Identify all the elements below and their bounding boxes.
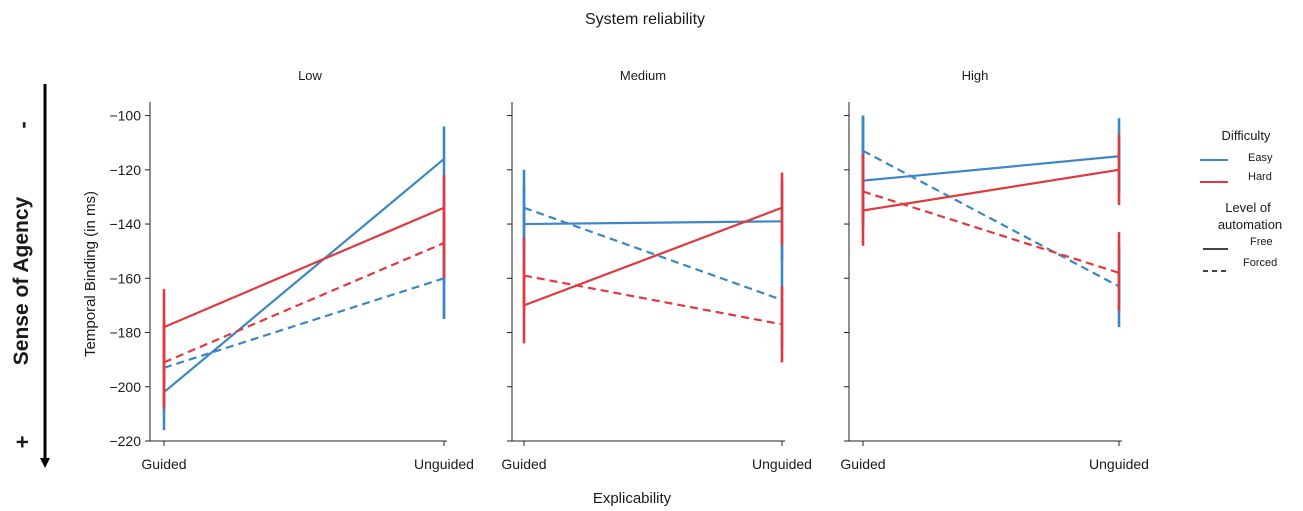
y-tick-label: −200 — [109, 379, 141, 395]
y-tick-label: −120 — [109, 162, 141, 178]
series-line — [523, 274, 783, 326]
legend-free-label: Free — [1250, 236, 1273, 248]
figure-xlabel: Explicability — [593, 490, 672, 507]
legend-forced-label: Forced — [1243, 257, 1277, 269]
x-tick-label: Guided — [840, 456, 885, 472]
panel-title: Low — [298, 68, 322, 83]
panel-high: High Guided Unguided — [840, 68, 1149, 472]
series-line — [163, 242, 445, 364]
x-tick-label: Unguided — [1089, 456, 1149, 472]
y-tick-label: −140 — [109, 216, 141, 232]
y-tick-label: −160 — [109, 270, 141, 286]
legend-difficulty-title: Difficulty — [1222, 128, 1271, 143]
figure-ylabel: Temporal Binding (in ms) — [82, 191, 99, 357]
agency-minus-sign: - — [10, 121, 35, 128]
x-tick-label: Guided — [141, 456, 186, 472]
legend-automation-title-line2: automation — [1218, 217, 1282, 232]
y-tick-label: −100 — [109, 108, 141, 124]
legend-easy-label: Easy — [1248, 152, 1273, 164]
panel-title: High — [962, 68, 989, 83]
series-line — [163, 206, 445, 329]
x-tick-label: Unguided — [752, 456, 812, 472]
y-tick-label: −220 — [109, 433, 141, 449]
legend-hard-label: Hard — [1248, 171, 1272, 183]
legend-automation-title-line1: Level of — [1225, 200, 1271, 215]
panel-title: Medium — [620, 68, 666, 83]
legend: Difficulty Easy Hard Level of automation… — [1200, 128, 1282, 272]
series-line — [163, 277, 445, 369]
series-line — [523, 206, 783, 307]
series-line — [862, 155, 1120, 182]
series-line — [862, 149, 1120, 288]
x-tick-label: Unguided — [414, 456, 474, 472]
x-tick-label: Guided — [501, 456, 546, 472]
panel-medium: Medium Guided Unguided — [501, 68, 812, 472]
figure-suptitle: System reliability — [585, 11, 705, 28]
y-tick-label: −180 — [109, 325, 141, 341]
series-line — [862, 168, 1120, 212]
series-line — [862, 190, 1120, 274]
series-line — [523, 206, 783, 302]
agency-label: Sense of Agency — [10, 196, 33, 365]
agency-plus-sign: + — [10, 436, 35, 449]
series-line — [163, 158, 445, 394]
